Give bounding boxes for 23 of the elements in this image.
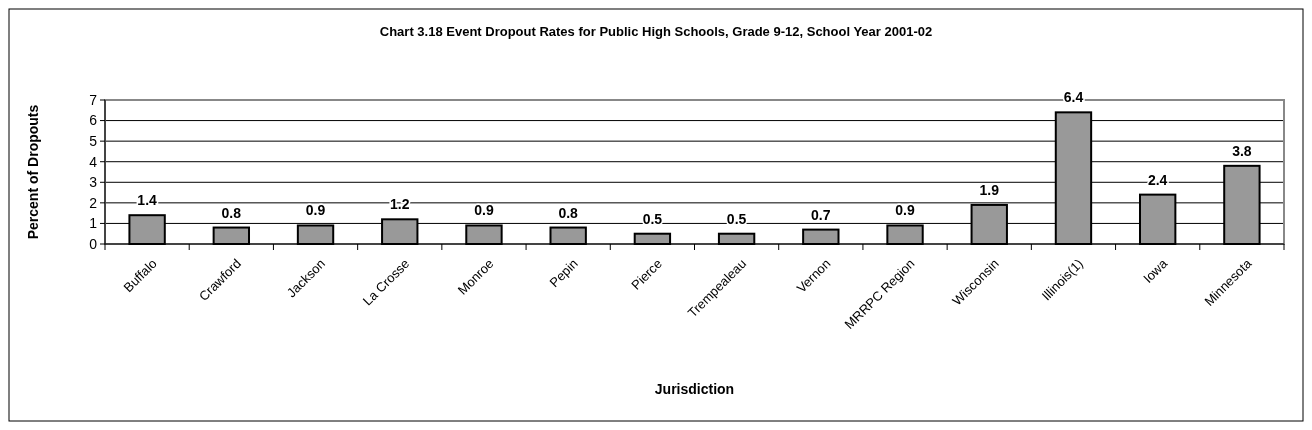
data-label: 0.8 [221,204,242,221]
data-label: 0.9 [895,202,915,219]
data-label: 0.7 [811,206,831,223]
y-tick-label: 3 [89,174,98,191]
data-label: 1.9 [979,181,1000,198]
data-label: 0.9 [474,202,494,219]
data-label: 6.4 [1063,89,1084,106]
y-tick-label: 1 [89,215,98,232]
y-tick-label: 5 [89,133,98,150]
data-label: 0.5 [726,210,747,227]
data-label: 0.8 [558,204,579,221]
data-label: 3.8 [1232,142,1252,159]
y-tick-label: 4 [89,153,98,170]
y-tick-label: 6 [89,112,98,129]
y-tick-label: 0 [89,235,98,252]
x-axis-title: Jurisdiction [654,381,735,397]
y-tick-label: 2 [89,194,98,211]
data-label: 0.9 [305,202,326,219]
y-tick-label: 7 [89,91,98,108]
x-tick-label: Iowa [1140,255,1171,286]
chart-title: Chart 3.18 Event Dropout Rates for Public High Schools, Grade 9-12, School Year 2001-02 [379,24,933,39]
y-axis-title: Percent of Dropouts [24,104,41,240]
data-label: 0.5 [642,210,663,227]
